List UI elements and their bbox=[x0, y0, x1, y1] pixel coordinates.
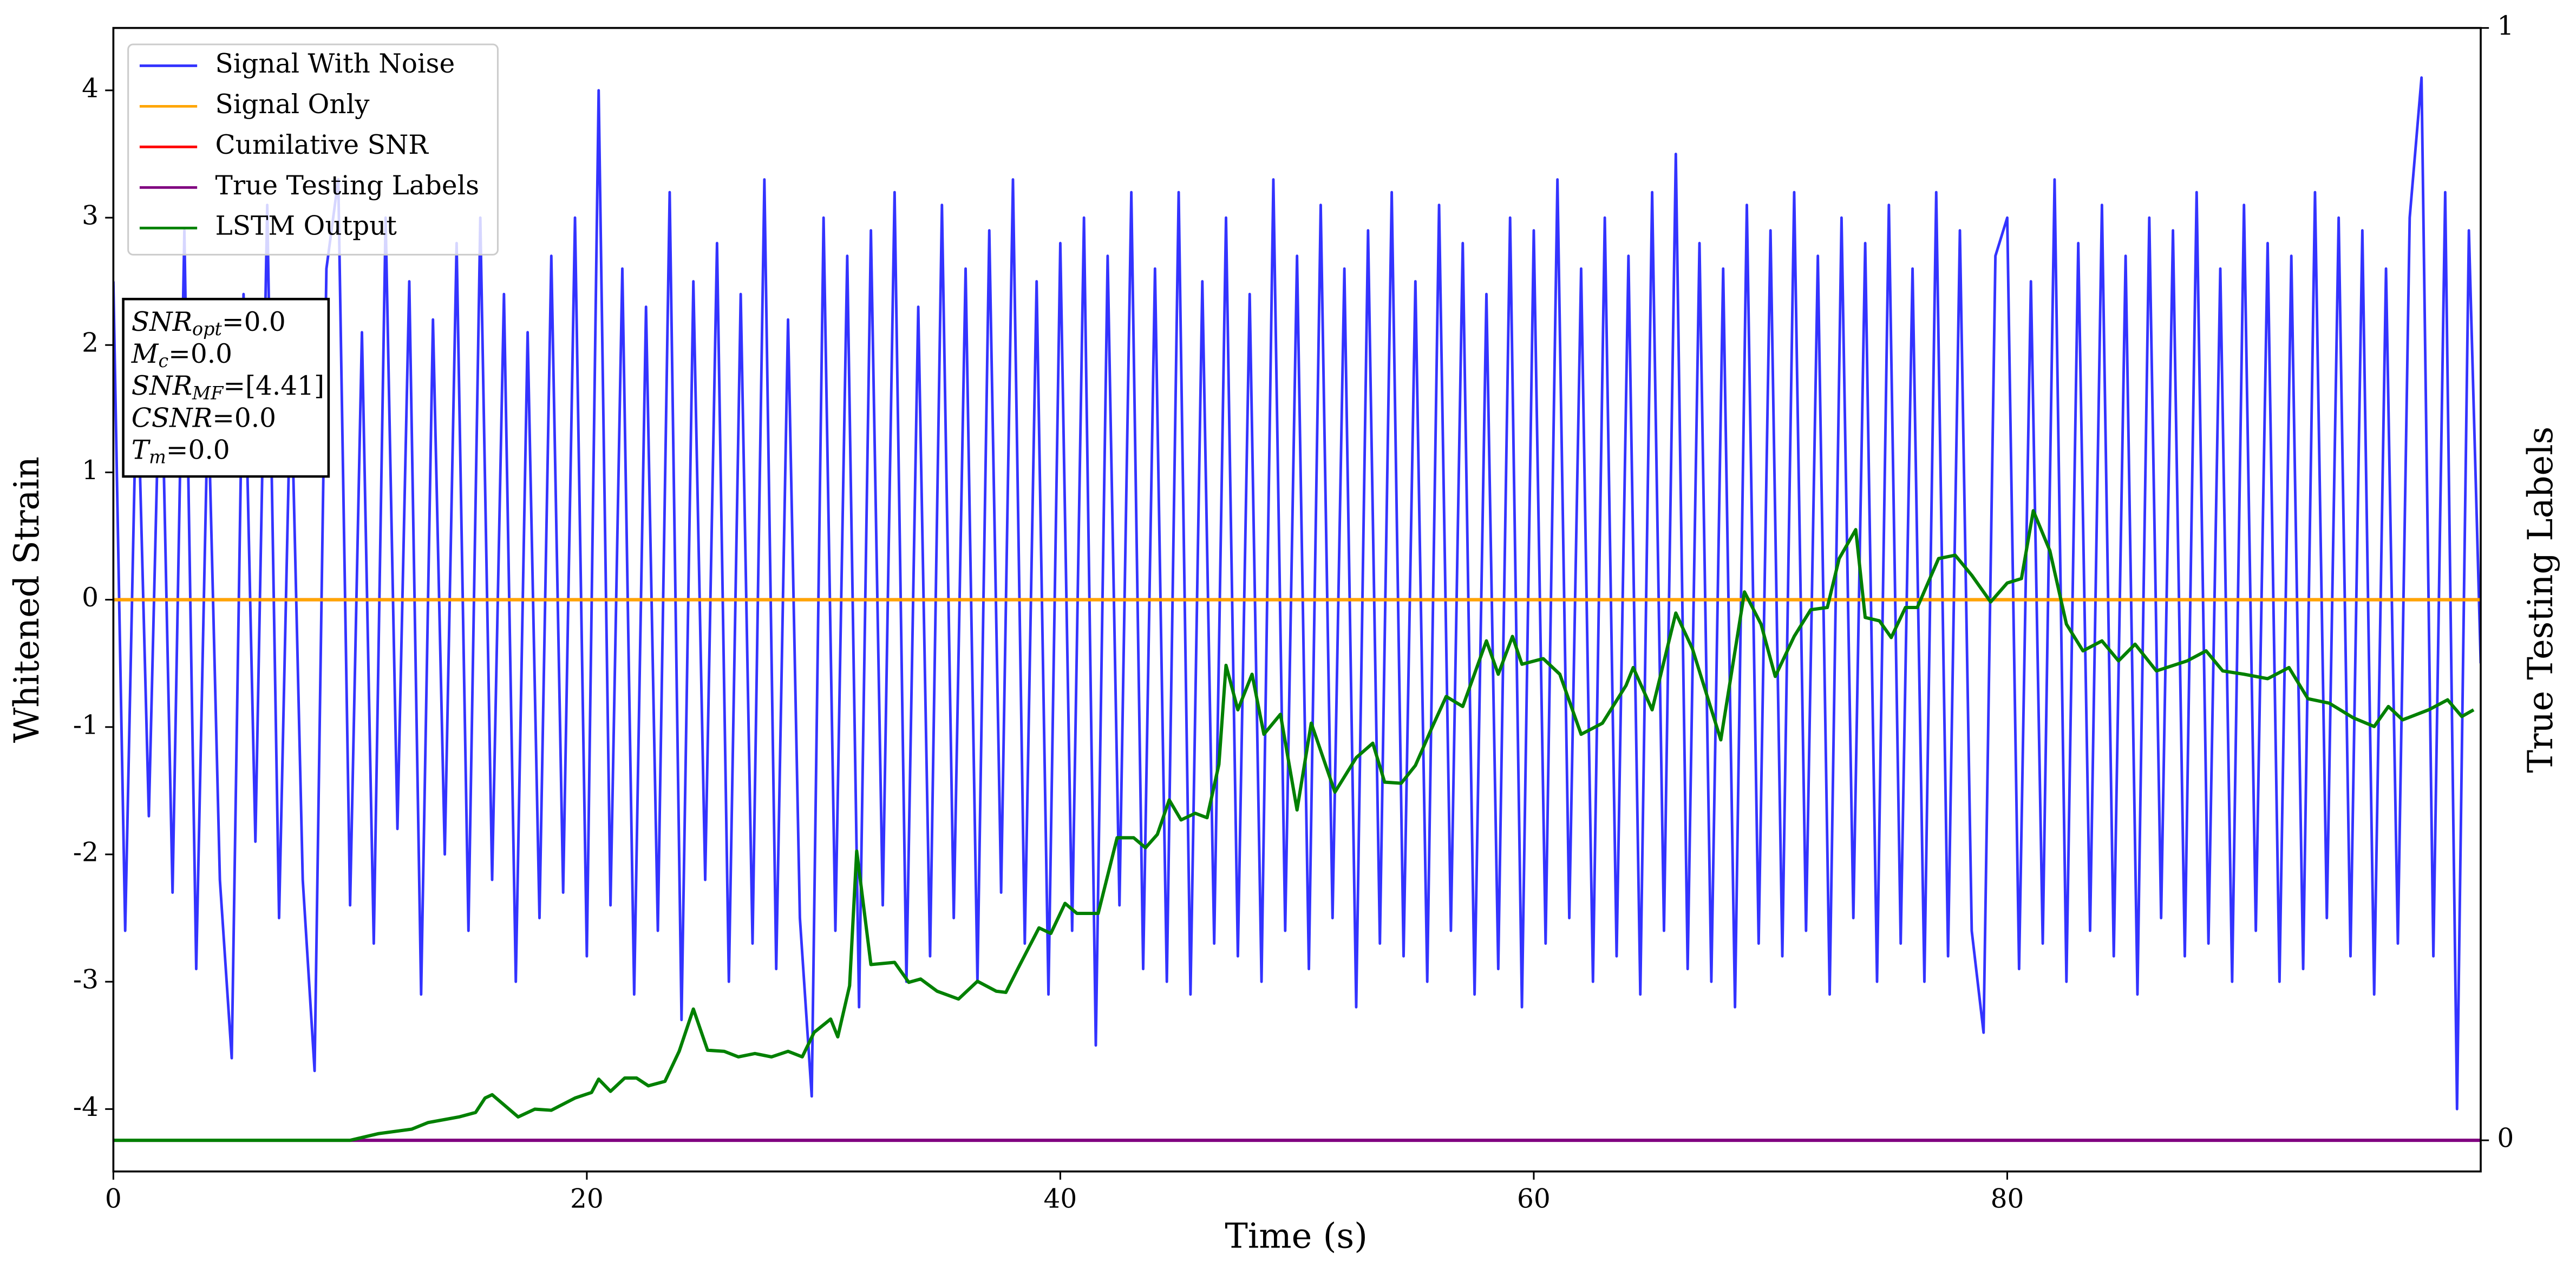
x-tick-label: 20 bbox=[570, 1184, 604, 1214]
annotation-value: =0.0 bbox=[212, 403, 276, 433]
annotation: SNRopt=0.0 bbox=[132, 306, 286, 339]
annotation-value: =0.0 bbox=[168, 339, 232, 369]
annotation-symbol: SNR bbox=[132, 371, 192, 401]
legend-box bbox=[127, 43, 499, 256]
y-tick-label: 4 bbox=[82, 73, 99, 103]
y-axis-label: Whitened Strain bbox=[7, 456, 47, 743]
y2-tick-label: 0 bbox=[2497, 1123, 2514, 1154]
legend-label: Signal Only bbox=[215, 89, 370, 120]
y-tick-label: -1 bbox=[73, 710, 99, 740]
y2-tick-label: 1 bbox=[2497, 11, 2514, 41]
legend-label: True Testing Labels bbox=[215, 171, 480, 201]
annotation-value: =[4.41] bbox=[223, 371, 324, 401]
y-tick-label: -3 bbox=[73, 965, 99, 995]
plot-area bbox=[113, 76, 2481, 1142]
annotation: Tm=0.0 bbox=[132, 435, 230, 468]
y-tick-label: 3 bbox=[82, 201, 99, 231]
annotation-subscript: opt bbox=[192, 318, 222, 339]
annotation: SNRMF=[4.41] bbox=[132, 371, 324, 404]
x-tick-label: 60 bbox=[1517, 1184, 1551, 1214]
annotation-symbol: CSNR bbox=[132, 403, 212, 433]
x-tick-label: 0 bbox=[105, 1184, 122, 1214]
annotation: Mc=0.0 bbox=[131, 339, 232, 372]
annotation-value: =0.0 bbox=[222, 306, 286, 337]
legend-label: Signal With Noise bbox=[215, 49, 455, 79]
annotation-symbol: SNR bbox=[132, 306, 192, 337]
x-axis-label: Time (s) bbox=[1225, 1217, 1368, 1257]
series-line bbox=[113, 76, 2481, 1110]
y2-axis-label: True Testing Labels bbox=[2521, 427, 2561, 773]
y-tick-label: -2 bbox=[73, 837, 99, 867]
y-tick-label: 0 bbox=[82, 583, 99, 613]
annotation-subscript: m bbox=[149, 447, 166, 468]
y-tick-label: 2 bbox=[82, 328, 99, 358]
annotation: CSNR=0.0 bbox=[132, 403, 276, 433]
x-tick-label: 40 bbox=[1044, 1184, 1077, 1214]
annotation-value: =0.0 bbox=[166, 435, 230, 465]
annotation-symbol: M bbox=[131, 339, 159, 369]
annotation-symbol: T bbox=[132, 435, 151, 465]
y-tick-label: -4 bbox=[73, 1092, 99, 1122]
legend-label: Cumilative SNR bbox=[215, 130, 429, 160]
annotation-box bbox=[122, 298, 330, 478]
series-line bbox=[113, 509, 2475, 1142]
x-tick-label: 80 bbox=[1991, 1184, 2024, 1214]
y-tick-label: 1 bbox=[82, 455, 99, 486]
annotation-subscript: MF bbox=[192, 382, 224, 403]
legend-label: LSTM Output bbox=[215, 211, 397, 241]
annotation-subscript: c bbox=[158, 350, 168, 371]
